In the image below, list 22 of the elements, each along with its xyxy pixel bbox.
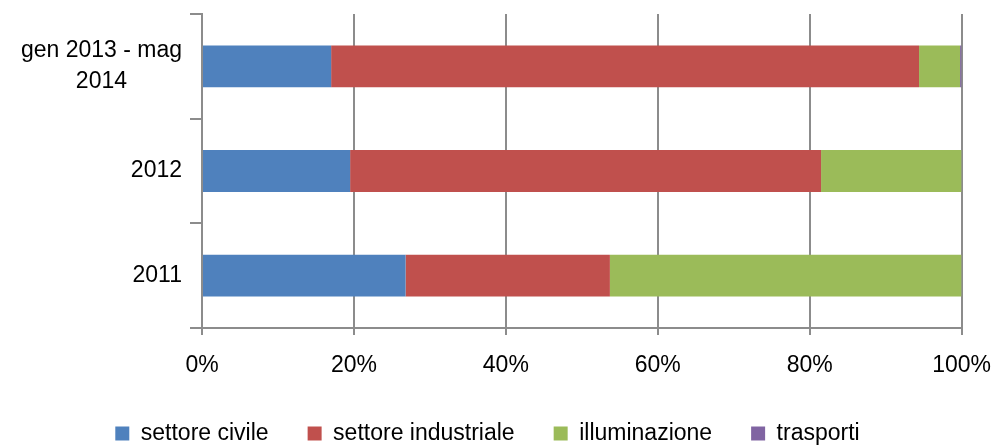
bar	[203, 254, 406, 297]
legend-label: trasporti	[776, 418, 860, 445]
y-tick-label: 2011	[132, 261, 182, 288]
bar	[203, 45, 332, 88]
x-tick-label: 40%	[482, 351, 529, 378]
bar	[350, 150, 822, 192]
x-tick-label: 60%	[634, 351, 681, 378]
x-tick-label: 100%	[932, 351, 991, 378]
y-tick-label: 2012	[130, 156, 182, 183]
x-tick-label: 0%	[185, 351, 219, 378]
bar	[609, 254, 962, 297]
legend-label: illuminazione	[579, 418, 713, 445]
bar	[405, 254, 610, 297]
bar	[919, 45, 961, 88]
legend-label: settore civile	[140, 418, 269, 445]
y-tick-label: gen 2013 - mag 2014	[20, 36, 183, 94]
bar	[203, 150, 351, 192]
x-tick-label: 80%	[786, 351, 833, 378]
bar	[821, 150, 962, 192]
legend-label: settore industriale	[333, 418, 515, 445]
x-tick-label: 20%	[330, 351, 377, 378]
bar	[331, 45, 920, 88]
